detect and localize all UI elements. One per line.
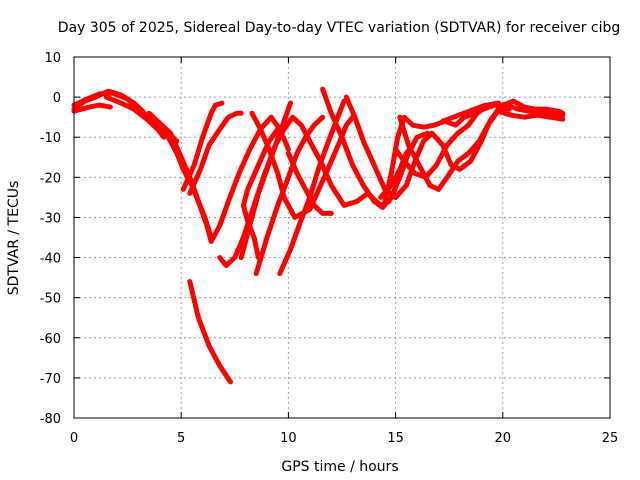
y-tick-label: -70 xyxy=(40,372,61,387)
series-line-sat-o xyxy=(285,150,334,216)
y-tick-label: -20 xyxy=(40,171,61,186)
x-tick-label: 10 xyxy=(280,431,297,446)
series-line-sat-c xyxy=(71,102,113,114)
y-tick-label: 0 xyxy=(53,91,61,106)
x-tick-label: 25 xyxy=(602,431,619,446)
x-axis-label: GPS time / hours xyxy=(281,459,398,475)
series-line-sat-g xyxy=(187,110,244,196)
series-line-sat-w xyxy=(500,98,566,116)
series-line-sat-m xyxy=(240,126,281,261)
y-tick-label: 10 xyxy=(44,51,61,66)
y-tick-label: -50 xyxy=(40,292,61,307)
y-tick-label: -10 xyxy=(40,131,61,146)
plot-frame xyxy=(73,56,611,419)
y-tick-label: -80 xyxy=(40,412,61,427)
x-tick-label: 0 xyxy=(70,431,78,446)
chart-title: Day 305 of 2025, Sidereal Day-to-day VTE… xyxy=(58,20,621,36)
x-tick-label: 15 xyxy=(387,431,404,446)
series-line-sat-h xyxy=(187,279,233,385)
y-axis-label: SDTVAR / TECUs xyxy=(6,181,22,296)
data-series-layer xyxy=(71,86,566,385)
series-line-sat-v xyxy=(496,108,566,122)
y-tick-label: -60 xyxy=(40,332,61,347)
x-tick-label: 5 xyxy=(177,431,185,446)
x-tick-labels: 0 5 10 15 20 25 xyxy=(70,431,618,446)
y-tick-label: -30 xyxy=(40,211,61,226)
grid-lines xyxy=(74,57,610,418)
y-tick-label: -40 xyxy=(40,252,61,267)
series-line-sat-s xyxy=(393,100,501,180)
x-tick-label: 20 xyxy=(495,431,512,446)
series-line-sat-e xyxy=(146,110,214,240)
axis-ticks xyxy=(73,56,611,419)
series-line-sat-f xyxy=(180,100,225,192)
series-line-sat-x xyxy=(378,142,416,200)
y-tick-labels: 10 0 -10 -20 -30 -40 -50 -60 -70 -80 xyxy=(40,51,61,427)
series-line-sat-t xyxy=(397,110,499,192)
